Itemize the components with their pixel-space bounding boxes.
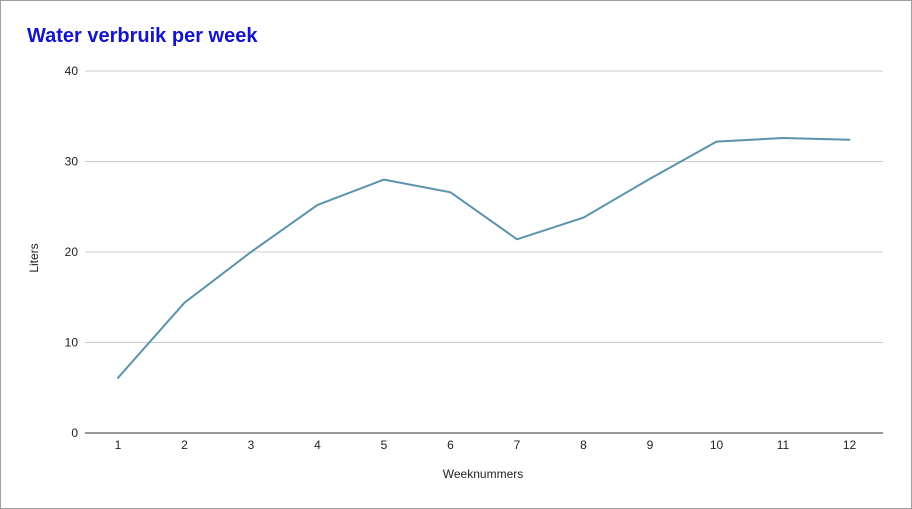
data-point [249, 250, 253, 254]
y-tick-label: 30 [65, 155, 79, 169]
y-tick-label: 0 [71, 426, 78, 440]
x-tick-label: 3 [248, 438, 255, 452]
x-tick-label: 4 [314, 438, 321, 452]
y-axis-title: Liters [27, 243, 41, 272]
data-point [848, 138, 852, 142]
x-tick-label: 8 [580, 438, 587, 452]
y-tick-label: 10 [65, 336, 79, 350]
data-point [648, 177, 652, 181]
y-tick-labels: 0 10 20 30 40 [65, 64, 79, 440]
data-point [515, 237, 519, 241]
gridlines [85, 70, 883, 343]
x-tick-label: 5 [381, 438, 388, 452]
x-tick-label: 10 [710, 438, 724, 452]
data-point [116, 376, 120, 380]
data-point [382, 178, 386, 182]
data-point [316, 203, 320, 207]
x-tick-label: 9 [647, 438, 654, 452]
x-tick-label: 6 [447, 438, 454, 452]
x-tick-label: 1 [115, 438, 122, 452]
data-point [781, 136, 785, 140]
x-tick-label: 12 [843, 438, 857, 452]
data-point [449, 190, 453, 194]
x-tick-label: 2 [181, 438, 188, 452]
x-tick-label: 7 [514, 438, 521, 452]
data-point [183, 301, 187, 305]
chart-title: Water verbruik per week [27, 25, 258, 47]
x-tick-label: 11 [777, 438, 790, 452]
x-tick-labels: 1 2 3 4 5 6 7 8 9 10 11 12 [115, 438, 857, 452]
y-tick-label: 20 [65, 245, 79, 259]
series [116, 136, 852, 380]
data-point [715, 140, 719, 144]
x-axis-title: Weeknummers [443, 467, 523, 481]
data-point [582, 216, 586, 220]
series-line-1 [117, 137, 851, 379]
y-tick-label: 40 [65, 64, 79, 78]
